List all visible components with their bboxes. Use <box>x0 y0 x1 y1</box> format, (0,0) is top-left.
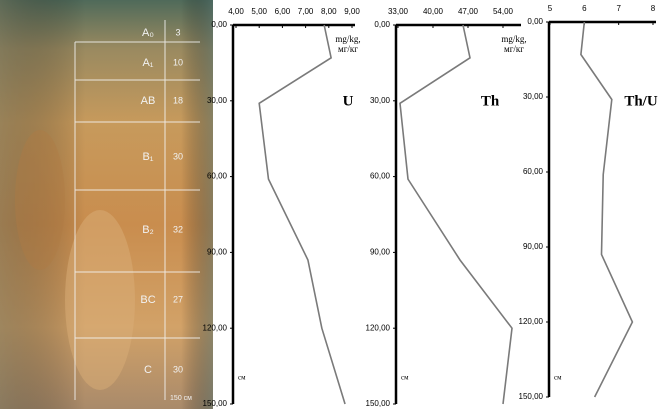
y-tick-label: 150,00 <box>203 399 228 408</box>
ylabel: см <box>238 374 246 382</box>
horizon-label: BC <box>140 294 155 306</box>
page: A₀ 3 A₁ 10 AB 18 B₁ 30 B₂ 32 BC 27 C 30 150 см 4,00 5,00… <box>0 0 661 409</box>
photo-texture <box>15 130 65 270</box>
y-tick-label: 0,00 <box>527 17 543 26</box>
y-tick-label: 90,00 <box>207 248 228 257</box>
data-line <box>259 25 345 404</box>
y-tick-label: 30,00 <box>207 96 228 105</box>
horizon-label: A₁ <box>142 57 153 69</box>
horizon-label: B₂ <box>142 224 154 236</box>
horizon-label: A₀ <box>142 27 154 39</box>
y-tick-label: 60,00 <box>370 172 391 181</box>
unit-label: мг/кг <box>504 44 524 54</box>
x-tick-label: 8,00 <box>321 7 337 16</box>
x-tick-label: 6 <box>582 4 587 13</box>
unit-label: мг/кг <box>338 44 358 54</box>
data-line <box>581 22 633 397</box>
x-tick-label: 47,00 <box>458 7 479 16</box>
horizon-thickness: 30 <box>173 151 183 161</box>
horizon-thickness: 27 <box>173 294 183 304</box>
series-label: Th <box>481 93 500 109</box>
horizon-label: B₁ <box>142 151 153 163</box>
figure: A₀ 3 A₁ 10 AB 18 B₁ 30 B₂ 32 BC 27 C 30 150 см 4,00 5,00… <box>0 0 661 409</box>
y-tick-label: 120,00 <box>203 323 228 332</box>
x-tick-label: 9,00 <box>344 7 360 16</box>
unit-label: mg/kg, <box>335 34 360 44</box>
series-label: U <box>343 93 354 109</box>
x-tick-label: 6,00 <box>275 7 291 16</box>
ylabel: см <box>554 374 562 382</box>
y-tick-label: 90,00 <box>370 248 391 257</box>
horizon-thickness: 18 <box>173 95 183 105</box>
x-tick-label: 40,00 <box>423 7 444 16</box>
scale-label: 150 см <box>170 395 192 402</box>
y-tick-label: 0,00 <box>211 20 227 29</box>
series-label: Th/U <box>624 93 658 109</box>
horizon-thickness: 32 <box>173 224 183 234</box>
y-tick-label: 60,00 <box>207 172 228 181</box>
horizon-thickness: 3 <box>175 27 180 37</box>
y-tick-label: 30,00 <box>523 92 544 101</box>
y-tick-label: 60,00 <box>523 167 544 176</box>
x-tick-label: 54,00 <box>493 7 514 16</box>
x-tick-label: 33,00 <box>388 7 409 16</box>
x-tick-label: 7,00 <box>298 7 314 16</box>
unit-label: mg/kg, <box>501 34 526 44</box>
ylabel: см <box>401 374 409 382</box>
horizon-thickness: 10 <box>173 57 183 67</box>
horizon-label: AB <box>141 95 156 107</box>
y-tick-label: 120,00 <box>519 317 544 326</box>
y-tick-label: 150,00 <box>366 399 391 408</box>
x-tick-label: 5 <box>548 4 553 13</box>
y-tick-label: 0,00 <box>374 20 390 29</box>
horizon-thickness: 30 <box>173 364 183 374</box>
y-tick-label: 90,00 <box>523 242 544 251</box>
x-tick-label: 7 <box>616 4 621 13</box>
y-tick-label: 120,00 <box>366 323 391 332</box>
x-tick-label: 4,00 <box>228 7 244 16</box>
horizon-label: C <box>144 364 152 376</box>
data-line <box>400 25 512 404</box>
x-tick-label: 8 <box>651 4 656 13</box>
x-tick-label: 5,00 <box>251 7 267 16</box>
y-tick-label: 150,00 <box>519 392 544 401</box>
y-tick-label: 30,00 <box>370 96 391 105</box>
